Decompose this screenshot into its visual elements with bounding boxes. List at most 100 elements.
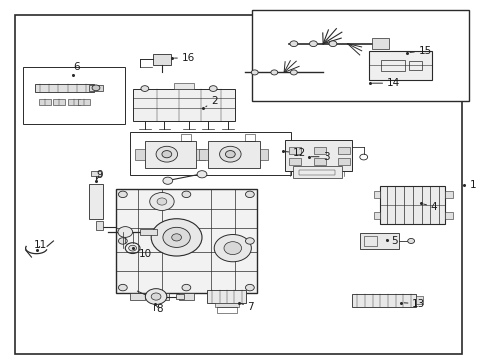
Bar — [208, 140, 260, 168]
Bar — [133, 89, 235, 121]
Text: 11: 11 — [34, 240, 47, 250]
Text: 13: 13 — [404, 299, 425, 309]
Bar — [299, 170, 335, 175]
Circle shape — [141, 86, 149, 91]
Bar — [175, 294, 184, 300]
Text: 1: 1 — [464, 180, 476, 190]
Circle shape — [151, 293, 161, 300]
Circle shape — [118, 226, 133, 237]
Bar — [409, 61, 422, 69]
Circle shape — [329, 41, 337, 46]
Text: 14: 14 — [372, 78, 400, 88]
Bar — [35, 84, 94, 92]
Text: 9: 9 — [96, 170, 102, 180]
Bar — [445, 212, 453, 220]
Bar — [260, 149, 269, 159]
Bar — [155, 293, 169, 300]
Circle shape — [156, 146, 177, 162]
Bar — [416, 296, 423, 305]
Bar — [373, 212, 380, 220]
Bar — [380, 186, 445, 224]
Bar — [290, 158, 301, 165]
Bar — [135, 149, 145, 159]
Circle shape — [119, 238, 127, 244]
Circle shape — [119, 284, 127, 291]
Bar — [217, 307, 237, 313]
Circle shape — [225, 150, 235, 158]
Bar — [373, 191, 380, 198]
Bar — [290, 147, 301, 154]
Bar — [174, 83, 194, 89]
Bar — [208, 293, 223, 300]
Bar — [338, 158, 350, 165]
Bar — [285, 140, 351, 171]
Bar — [445, 191, 453, 198]
Ellipse shape — [89, 181, 103, 186]
Text: 4: 4 — [423, 202, 437, 212]
Circle shape — [245, 238, 254, 244]
Bar — [252, 10, 469, 101]
Text: 2: 2 — [206, 96, 218, 107]
Circle shape — [163, 177, 172, 184]
Bar — [314, 158, 326, 165]
Ellipse shape — [89, 217, 103, 222]
Bar — [364, 235, 377, 246]
Text: 6: 6 — [73, 62, 80, 75]
Circle shape — [290, 41, 298, 46]
Circle shape — [245, 191, 254, 198]
Bar — [338, 147, 350, 154]
Circle shape — [214, 234, 251, 262]
Bar — [196, 149, 205, 159]
Bar — [360, 233, 399, 249]
Bar — [314, 147, 326, 154]
Bar — [293, 166, 342, 178]
Bar — [207, 290, 246, 303]
Bar — [372, 39, 389, 49]
Circle shape — [157, 198, 167, 205]
Bar — [23, 67, 125, 125]
Bar — [130, 293, 145, 300]
Bar — [96, 221, 103, 230]
Circle shape — [251, 70, 258, 75]
Text: 16: 16 — [174, 53, 195, 63]
Circle shape — [209, 86, 217, 91]
Bar — [381, 60, 405, 71]
Text: 5: 5 — [387, 236, 398, 246]
Bar — [78, 99, 90, 105]
Bar — [368, 51, 432, 80]
Circle shape — [129, 245, 137, 251]
Bar — [245, 134, 255, 140]
Circle shape — [291, 70, 297, 75]
Circle shape — [182, 191, 191, 198]
Text: 15: 15 — [410, 46, 432, 56]
Bar — [89, 184, 103, 220]
Bar — [140, 229, 157, 235]
Bar — [68, 99, 80, 105]
Bar — [130, 132, 292, 175]
Text: 8: 8 — [156, 304, 163, 314]
Circle shape — [197, 171, 207, 178]
Circle shape — [182, 284, 191, 291]
Circle shape — [151, 219, 202, 256]
Circle shape — [220, 146, 241, 162]
Circle shape — [172, 234, 181, 241]
Circle shape — [245, 284, 254, 291]
Bar — [145, 140, 196, 168]
Circle shape — [310, 41, 318, 46]
Text: 12: 12 — [286, 148, 306, 158]
Bar — [89, 85, 103, 91]
Circle shape — [271, 70, 278, 75]
Bar — [53, 99, 65, 105]
Circle shape — [162, 150, 172, 158]
Bar — [352, 294, 416, 307]
Circle shape — [408, 238, 415, 243]
Bar — [153, 54, 171, 64]
Bar — [181, 134, 191, 140]
Text: 3: 3 — [311, 152, 330, 162]
Bar — [179, 293, 194, 300]
Circle shape — [150, 193, 174, 211]
Bar — [215, 303, 239, 307]
Bar — [91, 171, 101, 176]
Circle shape — [92, 85, 100, 91]
Circle shape — [163, 227, 190, 247]
